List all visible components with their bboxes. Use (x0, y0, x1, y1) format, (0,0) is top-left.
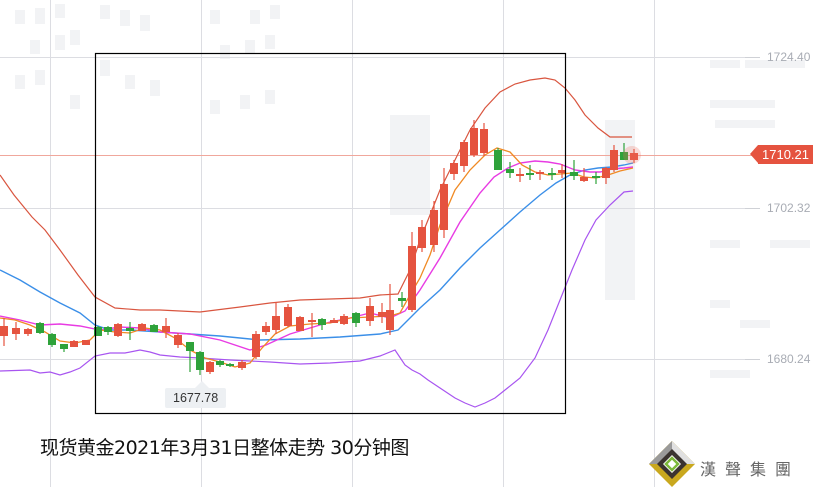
candle-body (366, 306, 374, 321)
candle-body (196, 352, 204, 370)
candle-body (378, 312, 386, 317)
candle-body (94, 327, 102, 336)
price-label-bottom: 1680.24 (767, 352, 811, 366)
candle-body (620, 152, 628, 160)
candle-body (12, 328, 20, 334)
candle-body (162, 326, 170, 332)
candle-body (470, 128, 478, 155)
candle-body (70, 341, 78, 347)
price-axis-ticks (745, 57, 760, 360)
highlight-box (94, 52, 567, 415)
candle-body (570, 172, 578, 176)
candle-body (296, 317, 304, 331)
candle-body (114, 324, 122, 336)
candle-body (480, 129, 488, 153)
candle-body (48, 334, 56, 345)
bollinger-upper-line (0, 77, 632, 313)
company-logo: 漢聲集團 (648, 442, 813, 487)
price-label-mid: 1702.32 (767, 201, 811, 215)
candle-body (138, 324, 146, 331)
candle-body (272, 316, 280, 330)
live-price-glow (623, 146, 641, 164)
candle-body (558, 170, 566, 173)
candle-body (36, 323, 44, 333)
candle-body (284, 307, 292, 326)
candle-body (630, 153, 638, 160)
candle-body (206, 362, 214, 372)
logo-emblem (649, 441, 695, 487)
candle-body (386, 310, 394, 330)
candle-body (430, 210, 438, 245)
candle-body (104, 327, 112, 332)
candle-body (60, 344, 68, 349)
candle-body (340, 316, 348, 324)
candle-body (418, 227, 426, 248)
candle-body (440, 184, 448, 230)
candle-body (352, 313, 360, 323)
background-watermark (15, 4, 810, 378)
candles (0, 120, 638, 375)
candle-body (126, 328, 134, 331)
candle-body (238, 362, 246, 368)
candle-body (506, 169, 514, 173)
candle-body (82, 340, 90, 345)
candle-body (330, 320, 338, 323)
candle-body (252, 334, 260, 357)
candle-body (174, 335, 182, 345)
candle-body (150, 325, 158, 332)
logo-text: 漢聲集團 (700, 460, 801, 479)
price-label-top: 1724.40 (767, 50, 811, 64)
candle-body (216, 361, 224, 365)
candle-body (226, 364, 234, 366)
candle-body (610, 150, 618, 170)
candle-body (398, 298, 406, 301)
candle-body (262, 326, 270, 332)
candle-body (602, 168, 610, 178)
chart-caption: 现货黄金2021年3月31日整体走势 30分钟图 (40, 437, 409, 459)
candle-body (460, 142, 468, 166)
candle-body (408, 246, 416, 310)
candle-body (450, 163, 458, 174)
candle-body (592, 176, 600, 178)
candle-body (24, 329, 32, 334)
candle-body (494, 150, 502, 170)
candle-body (186, 342, 194, 351)
candle-body (580, 177, 588, 181)
candle-body (548, 173, 556, 175)
candle-body (516, 174, 524, 176)
candle-body (318, 319, 326, 325)
candle-body (526, 173, 534, 175)
candle-body (308, 320, 316, 322)
current-price-tag: 1710.21 (750, 145, 813, 164)
grid (0, 0, 758, 487)
low-price-marker: 1677.78 (165, 381, 227, 408)
candle-body (0, 326, 8, 336)
candle-body (536, 172, 544, 174)
